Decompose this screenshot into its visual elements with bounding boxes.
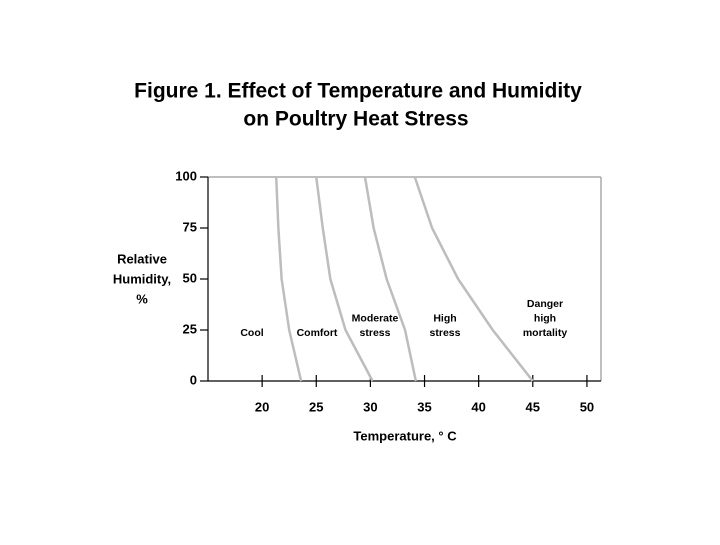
x-tick-label: 50 [580, 399, 594, 414]
y-tick-label: 0 [190, 372, 197, 387]
x-tick-label: 45 [526, 399, 540, 414]
zone-label: High [433, 312, 456, 324]
zone-label: Danger [527, 298, 563, 310]
y-axis-label: Relative [117, 251, 167, 266]
x-axis-label: Temperature, ° C [353, 428, 457, 443]
zone-label: mortality [523, 327, 568, 339]
x-tick-label: 30 [363, 399, 377, 414]
y-axis-label: % [136, 291, 148, 306]
zone-label: high [534, 312, 556, 324]
x-tick-label: 35 [417, 399, 431, 414]
chart-title: on Poultry Heat Stress [243, 108, 468, 131]
x-tick-label: 20 [255, 399, 269, 414]
chart-title: Figure 1. Effect of Temperature and Humi… [134, 80, 582, 103]
zone-label: Cool [240, 327, 263, 339]
zone-label: Comfort [297, 327, 338, 339]
zone-label: stress [360, 327, 391, 339]
boundary-line [413, 176, 534, 382]
y-tick-label: 25 [183, 321, 197, 336]
boundary-line [315, 176, 374, 382]
x-tick-label: 25 [309, 399, 323, 414]
zone-label: Moderate [352, 312, 399, 324]
boundary-line [274, 176, 303, 382]
boundary-line [363, 176, 418, 382]
y-tick-label: 100 [175, 168, 197, 183]
y-axis-label: Humidity, [113, 271, 171, 286]
zone-label: stress [430, 327, 461, 339]
y-tick-label: 50 [183, 270, 197, 285]
x-tick-label: 40 [471, 399, 485, 414]
y-tick-label: 75 [183, 219, 197, 234]
